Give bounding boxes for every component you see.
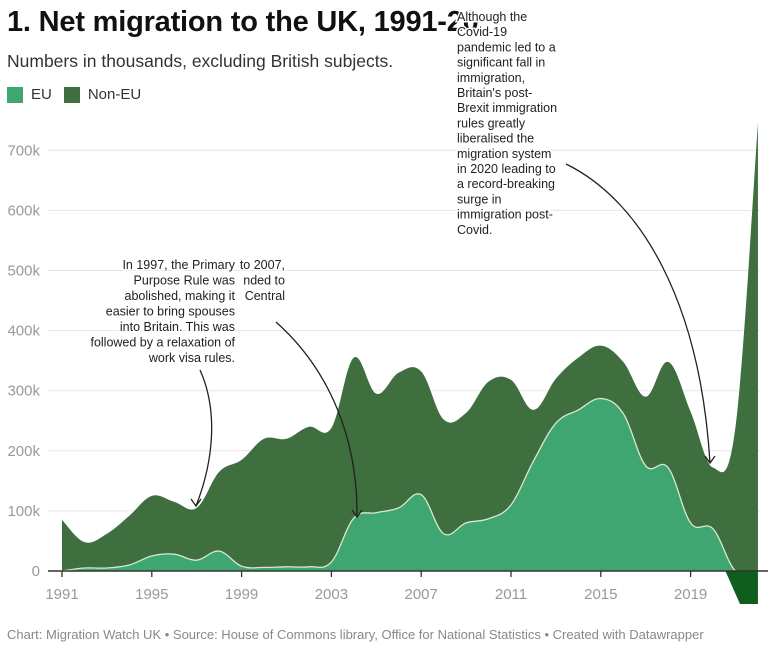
x-tick-label: 2003 bbox=[315, 586, 348, 603]
annotation-line: work visa rules. bbox=[148, 351, 235, 365]
y-tick-label: 700k bbox=[7, 142, 40, 159]
annotation-line: a record-breaking bbox=[457, 177, 555, 191]
y-tick-label: 100k bbox=[7, 503, 40, 520]
legend-item-non-eu: Non-EU bbox=[63, 86, 142, 103]
x-tick-label: 2019 bbox=[674, 586, 707, 603]
chart-subtitle: Numbers in thousands, excluding British … bbox=[7, 51, 394, 71]
x-tick-label: 1999 bbox=[225, 586, 258, 603]
annotation-line: into Britain. This was bbox=[120, 320, 235, 334]
x-tick-label: 2007 bbox=[405, 586, 438, 603]
annotation-line: Covid-19 bbox=[457, 25, 507, 39]
y-tick-label: 400k bbox=[7, 323, 40, 340]
annotation-line: migration system bbox=[457, 147, 551, 161]
area-eu bbox=[62, 398, 758, 575]
annotation-line: rules greatly bbox=[457, 116, 526, 130]
y-tick-label: 600k bbox=[7, 202, 40, 219]
annotation-line: followed by a relaxation of bbox=[90, 336, 235, 350]
annotation-line: Although the bbox=[457, 10, 527, 24]
y-tick-label: 500k bbox=[7, 263, 40, 280]
annotation-line: easier to bring spouses bbox=[106, 305, 235, 319]
x-tick-label: 1995 bbox=[135, 586, 168, 603]
annotation-1997: In 1997, the Primary Purpose Rule wasabol… bbox=[89, 257, 237, 367]
chart-footer: Chart: Migration Watch UK • Source: Hous… bbox=[7, 627, 704, 642]
annotation-line: liberalised the bbox=[457, 132, 534, 146]
legend-swatch-eu bbox=[7, 86, 23, 103]
arrow-1997 bbox=[190, 369, 213, 508]
y-tick-label: 0 bbox=[32, 563, 40, 580]
legend-swatch-non-eu bbox=[63, 86, 80, 103]
annotation-line: pandemic led to a bbox=[457, 40, 556, 54]
arrow-2004 bbox=[275, 321, 363, 519]
y-tick-label: 300k bbox=[7, 383, 40, 400]
annotation-line: Purpose Rule was bbox=[134, 274, 235, 288]
y-tick-label: 200k bbox=[7, 443, 40, 460]
legend-item-eu: EU bbox=[7, 86, 52, 103]
area-non-eu bbox=[62, 123, 758, 575]
annotation-line: In 1997, the Primary bbox=[122, 258, 235, 272]
annotation-line: significant fall in bbox=[457, 56, 545, 70]
annotation-line: Covid. bbox=[457, 223, 492, 237]
x-tick-label: 2011 bbox=[495, 586, 527, 603]
legend-label-non-eu: Non-EU bbox=[87, 86, 142, 103]
annotation-line: in 2020 leading to bbox=[457, 162, 556, 176]
annotation-line: surge in bbox=[457, 192, 502, 206]
annotation-line: immigration post- bbox=[457, 208, 553, 222]
eu-outline bbox=[61, 397, 759, 575]
annotation-line: Brexit immigration bbox=[457, 101, 557, 115]
area-eu-negative bbox=[725, 571, 758, 605]
annotation-line: immigration, bbox=[457, 71, 525, 85]
legend: EU Non-EU bbox=[7, 86, 153, 103]
annotation-line: abolished, making it bbox=[125, 289, 236, 303]
annotation-line: Central bbox=[245, 289, 285, 303]
x-tick-label: 1991 bbox=[45, 586, 78, 603]
x-tick-label: 2015 bbox=[584, 586, 617, 603]
annotation-line: nded to bbox=[243, 274, 285, 288]
chart-title: 1. Net migration to the UK, 1991-20 bbox=[7, 6, 479, 38]
annotation-line: to 2007, bbox=[240, 258, 285, 272]
legend-label-eu: EU bbox=[31, 86, 52, 103]
annotation-line: Britain's post- bbox=[457, 86, 532, 100]
arrow-2020 bbox=[565, 163, 716, 465]
